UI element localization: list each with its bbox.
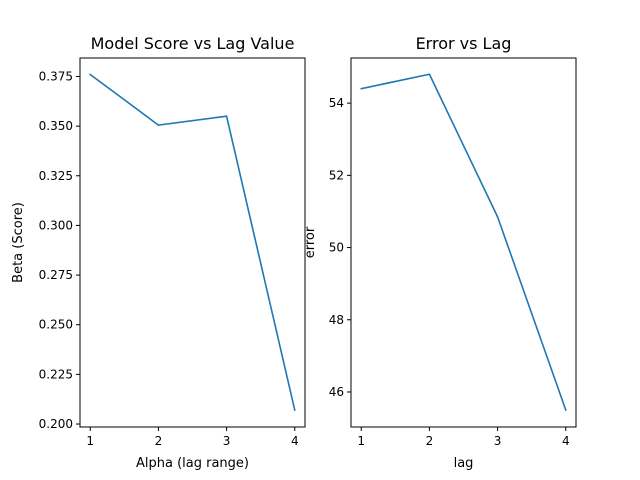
error-subplot: Error vs Lag lag error 1 2 3 4 46 48 50 52 54 — [303, 34, 577, 471]
score-y-tick-label: 0.200 — [39, 417, 73, 431]
error-y-tick-label: 54 — [329, 96, 344, 110]
error-y-tick-label: 50 — [329, 241, 344, 255]
error-chart-title: Error vs Lag — [416, 34, 512, 53]
score-y-tick-label: 0.225 — [39, 367, 73, 381]
error-x-tick-label: 1 — [357, 434, 365, 448]
score-y-tick-label: 0.350 — [39, 119, 73, 133]
score-plot-frame — [79, 57, 306, 428]
error-y-tick-label: 46 — [329, 385, 344, 399]
score-subplot: Model Score vs Lag Value Alpha (lag rang… — [11, 34, 306, 471]
error-data-point — [496, 216, 499, 218]
score-series — [89, 73, 296, 411]
error-y-axis-label: error — [303, 226, 318, 258]
error-x-axis-label: lag — [454, 456, 474, 471]
error-x-tick-label: 4 — [562, 434, 570, 448]
error-data-point — [360, 87, 363, 90]
score-data-point — [293, 409, 296, 411]
error-data-point — [564, 409, 567, 411]
score-series-line — [89, 73, 296, 411]
score-y-tick-label: 0.375 — [39, 69, 73, 83]
score-y-tick-label: 0.325 — [39, 169, 73, 183]
score-y-ticks: 0.200 0.225 0.250 0.275 0.300 0.325 0.350 0.375 — [39, 69, 80, 431]
score-x-tick-label: 1 — [86, 434, 94, 448]
score-x-ticks: 1 2 3 4 — [86, 427, 299, 448]
error-y-tick-label: 52 — [329, 168, 344, 182]
error-x-ticks: 1 2 3 4 — [357, 427, 570, 448]
score-x-tick-label: 2 — [155, 434, 163, 448]
score-y-tick-label: 0.300 — [39, 218, 73, 232]
error-data-point — [428, 73, 431, 76]
score-chart-title: Model Score vs Lag Value — [91, 34, 295, 53]
error-y-tick-label: 48 — [329, 313, 344, 327]
score-data-point — [225, 115, 228, 117]
score-y-axis-label: Beta (Score) — [11, 202, 26, 283]
error-series-line — [360, 73, 567, 411]
score-x-tick-label: 4 — [291, 434, 299, 448]
error-x-tick-label: 2 — [426, 434, 434, 448]
score-x-tick-label: 3 — [223, 434, 231, 448]
score-x-axis-label: Alpha (lag range) — [136, 456, 249, 471]
error-series — [360, 73, 567, 411]
error-x-tick-label: 3 — [494, 434, 502, 448]
error-y-ticks: 46 48 50 52 54 — [329, 96, 351, 399]
score-y-tick-label: 0.275 — [39, 268, 73, 282]
error-plot-frame — [350, 57, 577, 428]
score-data-point — [157, 124, 160, 126]
score-y-tick-label: 0.250 — [39, 318, 73, 332]
score-data-point — [89, 73, 92, 76]
